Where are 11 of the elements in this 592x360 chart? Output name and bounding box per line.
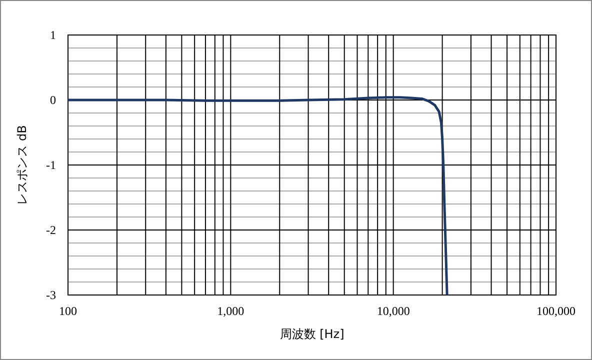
y-axis-title: レスポンス dB (15, 125, 29, 205)
x-tick-label: 100,000 (536, 304, 576, 318)
y-tick-label: 0 (50, 93, 56, 107)
y-tick-label: 1 (50, 28, 56, 42)
y-tick-label: -2 (46, 223, 56, 237)
y-tick-label: -1 (46, 158, 56, 172)
x-tick-label: 1,000 (217, 304, 244, 318)
x-tick-label: 100 (59, 304, 77, 318)
y-tick-label: -3 (46, 288, 56, 302)
x-axis-title: 周波数 [Hz] (280, 327, 344, 341)
x-tick-label: 10,000 (376, 304, 410, 318)
